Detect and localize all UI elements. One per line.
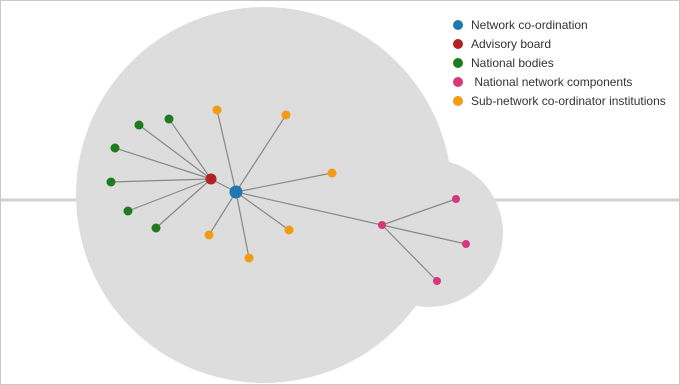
legend-label: Sub-network co-ordinator institutions [471,94,666,109]
edge [114,147,212,180]
national-body-node [106,177,116,187]
sub-network-coordinator-node [204,230,214,240]
legend-item-national-network-components: National network components [453,73,666,92]
edge [168,118,212,180]
legend-dot-green [453,57,463,68]
advisory-board-node [205,173,217,185]
national-network-component-node [433,277,441,285]
national-network-component-node [378,221,386,229]
national-body-node [164,114,174,124]
legend-label: National bodies [471,55,554,70]
edge [381,198,457,226]
edge [138,124,212,180]
edge [110,178,212,183]
legend-dot-blue [453,19,463,30]
national-body-node [123,206,133,216]
legend-label: Network co-ordination [471,17,588,32]
satellite-cluster-background [355,159,503,307]
legend-dot-pink [453,77,463,88]
sub-network-coordinator-node [327,168,337,178]
edge [235,114,287,193]
legend-dot-red [453,38,463,49]
edge [235,191,383,226]
edge [235,191,290,231]
national-body-node [110,143,120,153]
edge [235,191,250,259]
legend-label: National network components [471,75,633,90]
national-body-node [151,223,161,233]
legend-label: Advisory board [471,36,552,51]
edge [208,191,237,236]
edge [235,172,333,193]
network-coordination-node [229,185,243,199]
national-body-node [134,120,144,130]
edge [381,224,467,245]
nodes [106,105,470,285]
legend-item-sub-network-coordinators: Sub-network co-ordinator institutions [453,92,666,111]
edge [127,178,212,212]
sub-network-coordinator-node [284,225,294,235]
sub-network-coordinator-node [244,253,254,263]
edge [216,109,237,193]
edge [155,178,212,229]
national-network-component-node [452,195,460,203]
sub-network-coordinator-node [281,110,291,120]
cluster-backgrounds [76,7,503,383]
central-cluster-background [76,7,452,383]
legend-item-advisory-board: Advisory board [453,34,666,53]
national-network-component-node [462,240,470,248]
legend: Network co-ordination Advisory board Nat… [453,15,666,111]
legend-item-network-coordination: Network co-ordination [453,15,666,34]
legend-dot-orange [453,96,463,107]
sub-network-coordinator-node [212,105,222,115]
edge [381,224,438,282]
legend-item-national-bodies: National bodies [453,53,666,72]
